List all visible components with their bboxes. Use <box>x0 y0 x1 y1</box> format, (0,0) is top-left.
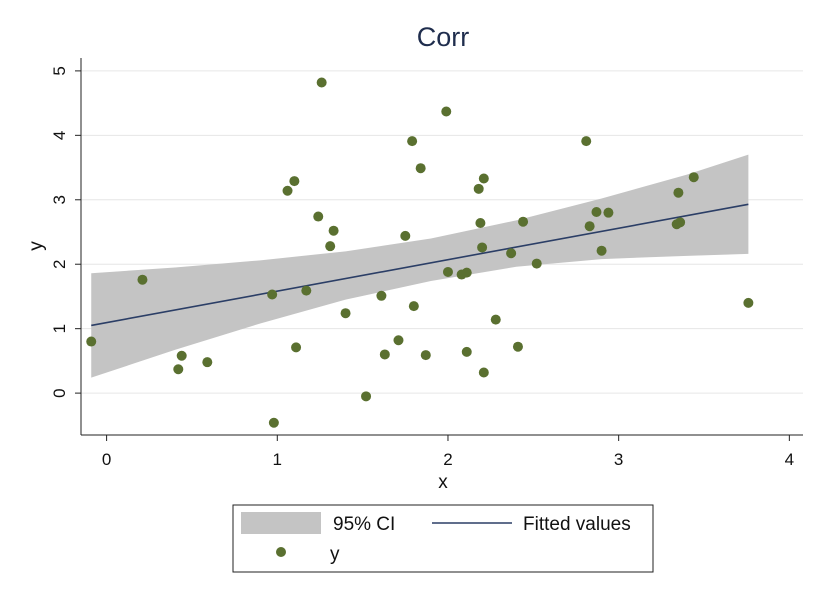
data-point-26 <box>442 266 453 277</box>
axes <box>75 58 803 441</box>
data-point-30 <box>473 183 484 194</box>
data-point-49 <box>743 297 754 308</box>
fit-line-layer <box>91 203 749 327</box>
data-point-12 <box>316 77 327 88</box>
y-axis-title: y <box>26 241 47 251</box>
legend-label-ci: 95% CI <box>333 514 395 535</box>
data-point-4 <box>202 357 213 368</box>
data-point-31 <box>475 217 486 228</box>
data-point-7 <box>282 185 293 196</box>
chart-title: Corr <box>417 22 470 52</box>
data-point-38 <box>518 216 529 227</box>
legend-label-fit: Fitted values <box>523 514 631 535</box>
data-point-3 <box>176 350 187 361</box>
data-point-19 <box>393 335 404 346</box>
y-tick-label-1: 1 <box>50 324 69 333</box>
x-tick-label-2: 2 <box>443 450 452 469</box>
y-tick-label-5: 5 <box>50 66 69 75</box>
ci-band <box>91 154 749 378</box>
data-point-41 <box>584 221 595 232</box>
data-point-1 <box>137 274 148 285</box>
data-point-2 <box>173 364 184 375</box>
data-point-16 <box>361 391 372 402</box>
data-point-11 <box>313 211 324 222</box>
data-point-22 <box>408 301 419 312</box>
legend-swatch-ci <box>241 512 321 534</box>
data-point-36 <box>506 248 517 259</box>
data-point-5 <box>267 289 278 300</box>
x-axis-title: x <box>438 472 448 493</box>
data-point-6 <box>268 417 279 428</box>
data-point-28 <box>461 267 472 278</box>
x-tick-label-3: 3 <box>614 450 623 469</box>
legend: 95% CI Fitted values y <box>232 504 654 573</box>
data-point-35 <box>490 314 501 325</box>
data-point-46 <box>673 187 684 198</box>
data-point-37 <box>512 341 523 352</box>
data-point-29 <box>461 346 472 357</box>
data-point-20 <box>400 230 411 241</box>
data-point-40 <box>581 136 592 147</box>
x-tick-label-0: 0 <box>102 450 111 469</box>
data-point-14 <box>328 225 339 236</box>
data-point-24 <box>420 350 431 361</box>
y-tick-label-2: 2 <box>50 259 69 268</box>
y-tick-label-4: 4 <box>50 131 69 140</box>
x-tick-label-1: 1 <box>273 450 282 469</box>
data-point-43 <box>596 245 607 256</box>
x-tick-label-4: 4 <box>785 450 794 469</box>
data-point-48 <box>688 172 699 183</box>
legend-swatch-point <box>276 547 286 557</box>
data-point-44 <box>603 207 614 218</box>
legend-label-y: y <box>330 544 340 565</box>
data-point-25 <box>441 106 452 117</box>
y-tick-label-3: 3 <box>50 195 69 204</box>
data-point-42 <box>591 207 602 218</box>
data-point-21 <box>407 136 418 147</box>
data-points <box>86 77 754 428</box>
data-point-32 <box>477 242 488 253</box>
y-tick-label-0: 0 <box>50 388 69 397</box>
fitted-line <box>91 203 749 327</box>
data-point-18 <box>379 349 390 360</box>
data-point-17 <box>376 290 387 301</box>
ci-band-layer <box>91 154 749 378</box>
data-point-23 <box>415 163 426 174</box>
data-point-47 <box>675 217 686 228</box>
data-point-9 <box>291 342 302 353</box>
data-point-39 <box>531 258 542 269</box>
data-point-13 <box>325 241 336 252</box>
data-point-33 <box>478 173 489 184</box>
data-point-8 <box>289 176 300 187</box>
data-point-15 <box>340 308 351 319</box>
tick-labels: 0 1 2 3 4 0 1 2 3 4 5 <box>50 66 794 469</box>
data-point-34 <box>478 367 489 378</box>
data-point-10 <box>301 285 312 296</box>
data-point-0 <box>86 336 97 347</box>
